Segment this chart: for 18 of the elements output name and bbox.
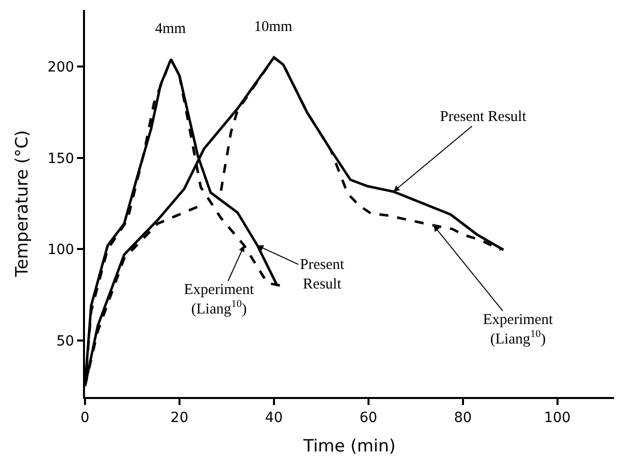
x-tick-label: 20 [170,410,188,426]
y-axis-title: Temperature (°C) [12,130,33,278]
annotation: Experiment (Liang$^{10}$) [184,282,255,318]
annotation: 10mm [254,19,293,35]
x-tick-label: 60 [359,410,378,426]
annotation: Present Result [440,109,528,125]
x-tick-label: 40 [265,410,283,426]
y-tick-label: 200 [47,59,74,76]
x-axis-title: Time (min) [302,436,396,457]
annotation: Experiment (Liang$^{10}$) [483,312,554,348]
x-tick-label: 0 [80,410,90,426]
y-tick-label: 100 [47,242,74,258]
y-tick-label: 150 [47,150,74,167]
y-tick-label: 50 [56,333,74,350]
x-tick-label: 80 [454,410,472,426]
annotation: 4mm [155,21,186,37]
x-tick-label: 100 [544,410,571,426]
annotation: Present Result [300,257,345,292]
